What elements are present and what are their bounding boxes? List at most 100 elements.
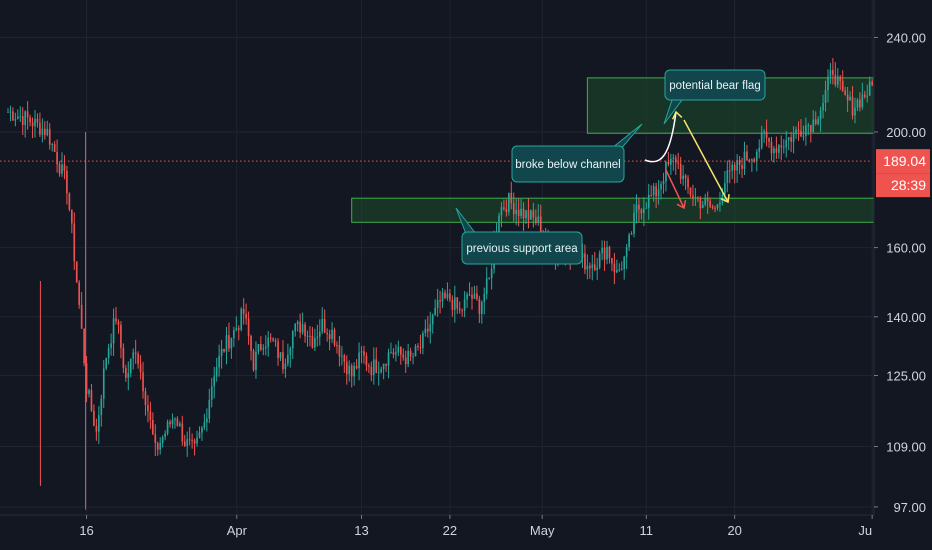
candle-body: [694, 197, 697, 199]
candle-body: [183, 441, 186, 446]
candle-body: [250, 335, 252, 351]
candle-body: [240, 308, 243, 330]
candle-body: [306, 335, 309, 337]
candle-body: [115, 318, 117, 322]
drawings: potential bear flag broke below channel pr…: [0, 69, 872, 265]
candle-body: [630, 233, 633, 235]
candle-body: [149, 411, 152, 420]
candle-body: [134, 352, 137, 354]
candle-body: [252, 350, 255, 371]
candle-body: [426, 328, 429, 332]
candle-body: [679, 163, 682, 180]
candle-body: [107, 348, 110, 358]
candle-body: [328, 334, 331, 340]
candle-body: [154, 434, 157, 444]
candle-body: [412, 356, 414, 358]
candle-body: [353, 366, 355, 377]
candle-body: [363, 351, 365, 356]
candle-body: [714, 208, 716, 210]
candle-body: [117, 321, 120, 325]
candle-body: [71, 209, 73, 224]
candle-body: [316, 336, 319, 339]
candle-body: [802, 135, 805, 137]
candle-body: [58, 164, 61, 174]
y-tick-label: 160.00: [886, 241, 926, 256]
candle-body: [314, 338, 316, 348]
candle-body: [633, 212, 635, 234]
candle-body: [112, 318, 115, 344]
candle-body: [662, 181, 665, 185]
candle-body: [213, 376, 216, 387]
candle-body: [375, 359, 378, 373]
candle-body: [51, 143, 54, 145]
candle-body: [697, 197, 699, 199]
candle-body: [380, 368, 382, 373]
candle-body: [647, 194, 650, 208]
candle-body: [66, 170, 68, 194]
candle-body: [392, 352, 395, 355]
candle-body: [78, 282, 81, 305]
candle-body: [638, 204, 640, 210]
candle-body: [98, 415, 100, 432]
candle-body: [395, 352, 397, 355]
candle-body: [345, 361, 348, 375]
candle-body: [596, 267, 599, 271]
candle-body: [102, 368, 105, 399]
candle-body: [12, 111, 14, 121]
candle-body: [230, 338, 233, 349]
candle-body: [385, 363, 387, 366]
candle-body: [120, 324, 122, 348]
candle-body: [127, 373, 130, 378]
candle-body: [800, 130, 802, 137]
candle-body: [26, 111, 29, 118]
candle-body: [269, 337, 272, 339]
candle-body: [503, 207, 505, 209]
candle-body: [755, 151, 758, 162]
candle-body: [645, 207, 648, 209]
candle-body: [709, 201, 711, 207]
candle-body: [463, 299, 466, 311]
candle-body: [623, 256, 626, 269]
candle-body: [223, 348, 225, 352]
candle-body: [768, 137, 770, 142]
candle-body: [171, 419, 174, 425]
candle-body: [142, 372, 144, 392]
callout-bear-flag: potential bear flag: [663, 69, 766, 125]
candle-body: [711, 206, 714, 209]
candle-body: [530, 210, 532, 220]
candle-body: [775, 148, 778, 153]
candle-body: [152, 419, 154, 435]
candle-body: [471, 294, 473, 299]
candle-body: [387, 352, 390, 366]
candle-body: [218, 355, 220, 368]
candle-body: [90, 390, 93, 411]
candle-body: [478, 299, 481, 314]
candle-body: [854, 107, 856, 116]
candle-body: [355, 366, 358, 369]
red-arrow-line: [665, 169, 685, 209]
candle-body: [46, 128, 49, 136]
candle-body: [360, 351, 363, 353]
candle-body: [242, 308, 245, 314]
candle-body: [731, 164, 734, 171]
candle-body: [871, 81, 873, 86]
candle-body: [326, 332, 328, 335]
candle-body: [706, 198, 709, 202]
candle-body: [593, 264, 596, 271]
candle-body: [603, 247, 606, 260]
candle-body: [372, 359, 375, 376]
candle-body: [520, 208, 522, 216]
candle-body: [832, 69, 834, 75]
candle-body: [667, 161, 670, 165]
candle-body: [726, 170, 729, 184]
candle-body: [417, 345, 419, 348]
candle-body: [88, 390, 90, 395]
candle-body: [829, 69, 832, 77]
callout-bear-flag-box: [664, 69, 766, 101]
candle-body: [431, 314, 434, 325]
candle-body: [277, 341, 279, 359]
candle-body: [267, 337, 270, 347]
candle-body: [616, 269, 618, 273]
candle-body: [827, 76, 829, 91]
